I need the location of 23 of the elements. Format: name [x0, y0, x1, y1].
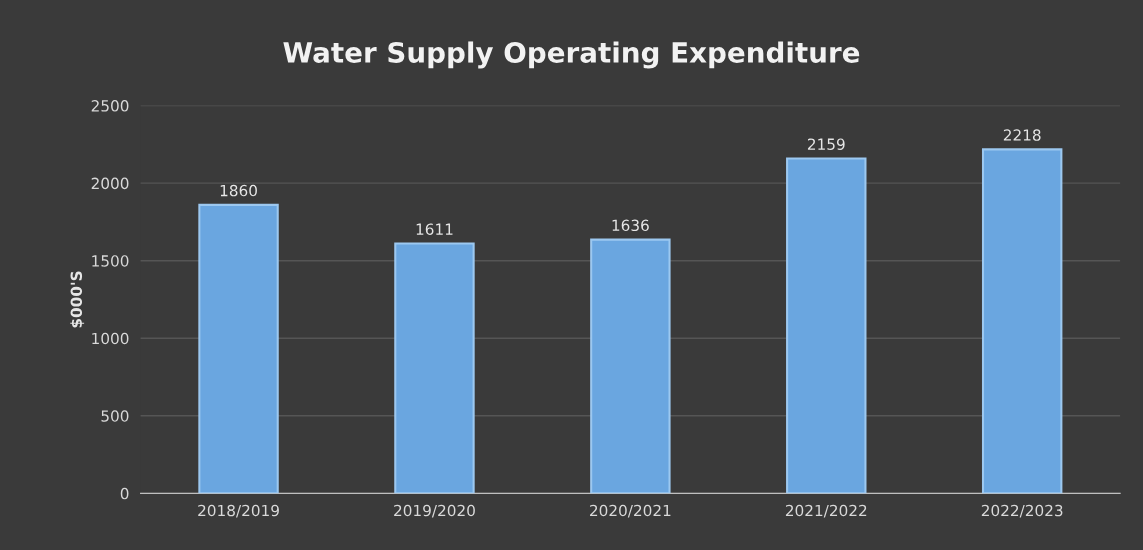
bar [394, 242, 475, 494]
data-label: 2159 [807, 138, 845, 150]
chart-title: Water Supply Operating Expenditure [283, 41, 860, 69]
y-tick-label: 1000 [92, 332, 129, 345]
data-label: 2218 [1003, 129, 1041, 141]
data-label: 1860 [220, 184, 257, 197]
y-tick-label: 500 [101, 410, 129, 422]
bar [981, 148, 1063, 494]
x-tick-label: 2019/2020 [394, 504, 475, 518]
y-axis-title: $000'S [70, 271, 85, 328]
bar [198, 203, 279, 494]
y-tick-label: 2000 [91, 177, 129, 190]
x-tick-label: 2018/2019 [198, 504, 279, 518]
y-tick-label: 1500 [92, 255, 129, 267]
bar [590, 238, 671, 494]
y-tick-label: 2500 [91, 100, 129, 112]
x-tick-label: 2020/2021 [590, 504, 671, 518]
x-tick-label: 2021/2022 [785, 504, 867, 518]
data-label: 1611 [416, 223, 453, 235]
bar [786, 157, 867, 494]
data-label: 1636 [612, 219, 649, 232]
y-tick-label: 0 [120, 487, 129, 500]
x-tick-label: 2022/2023 [981, 504, 1063, 518]
